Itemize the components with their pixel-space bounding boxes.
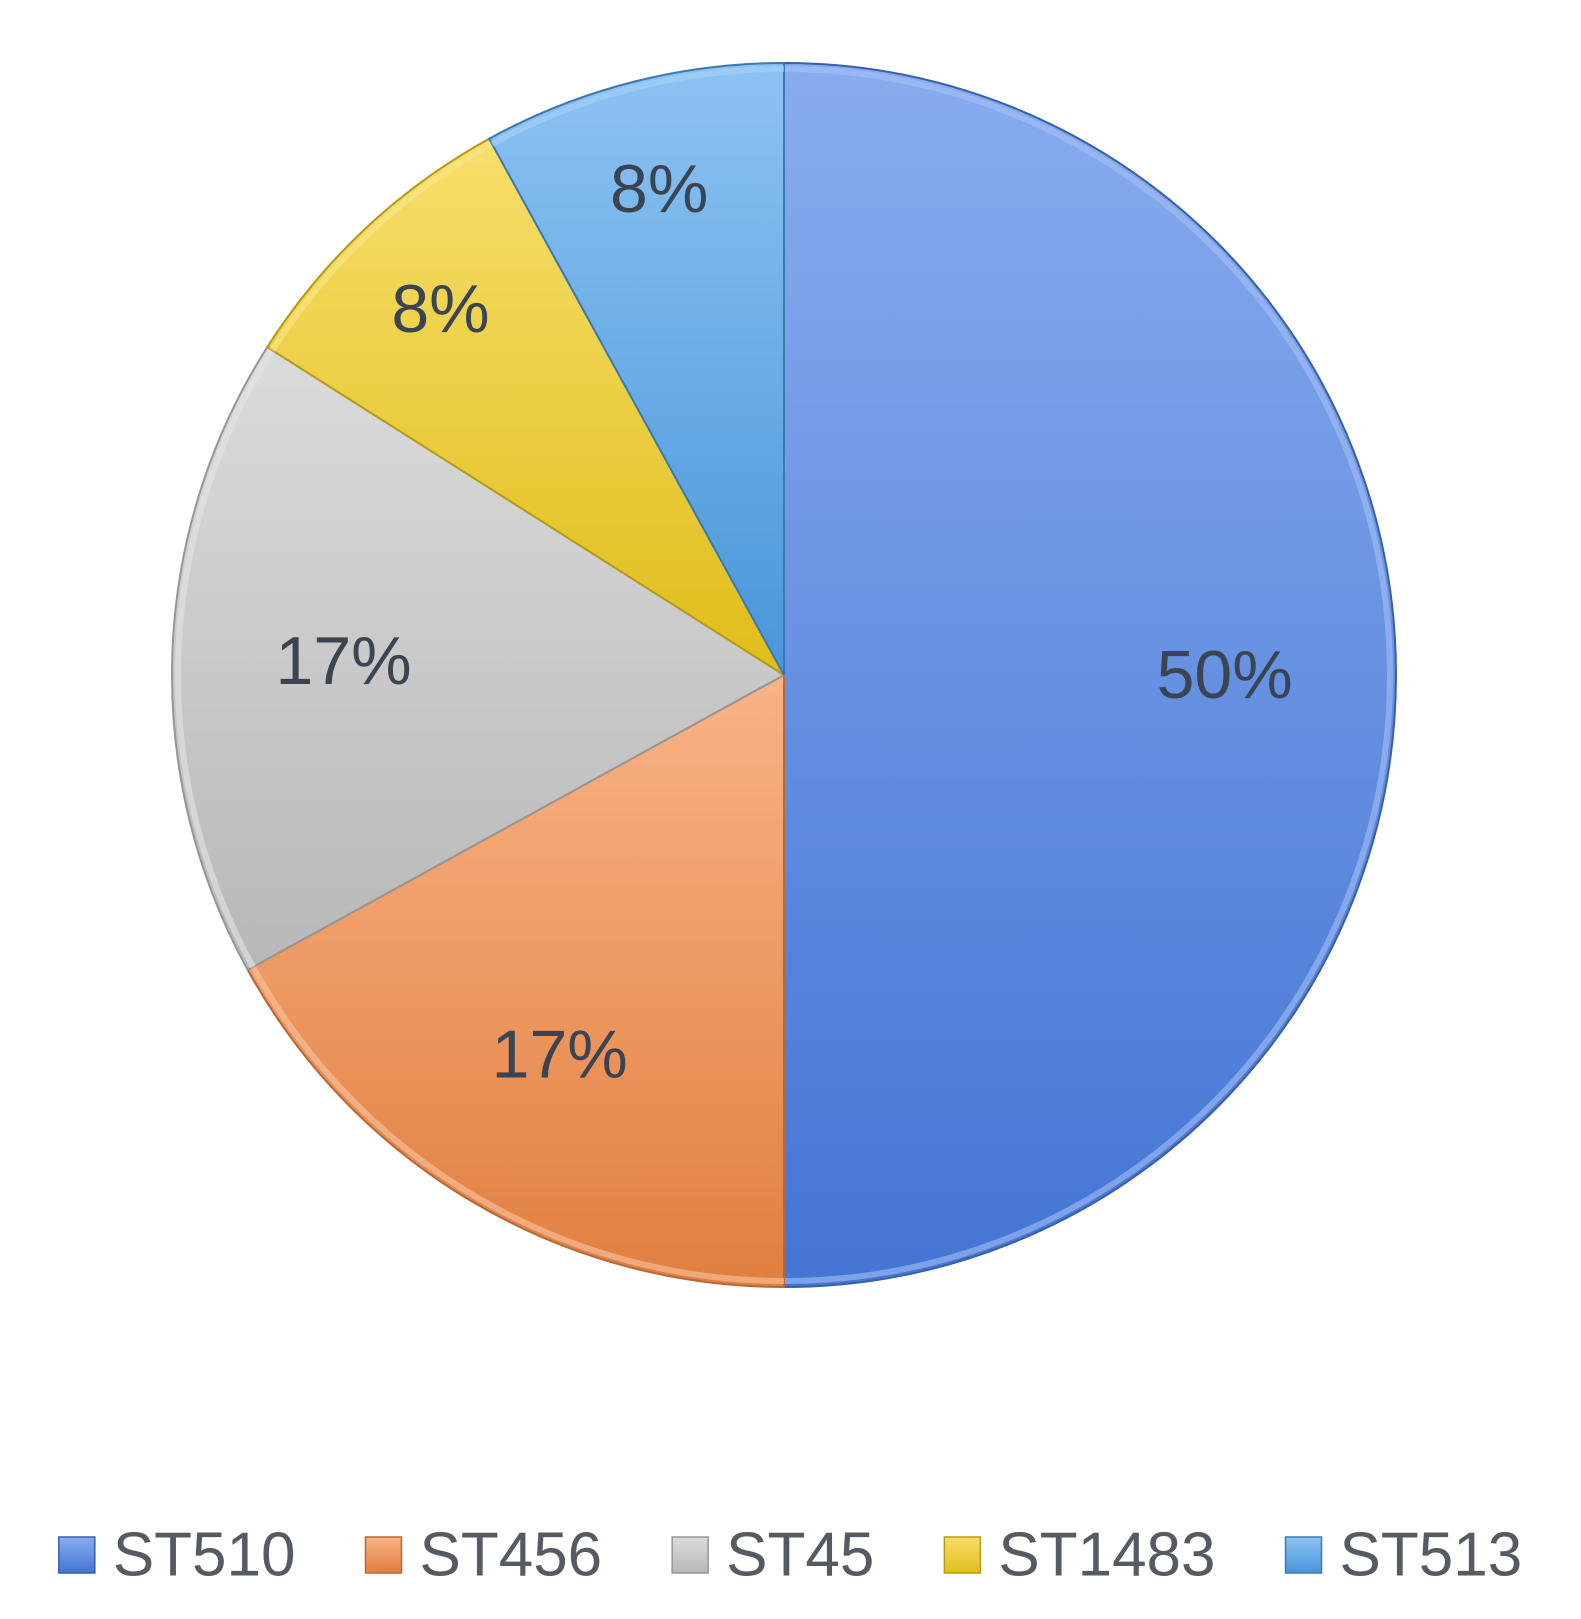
pie-slice-st456	[246, 673, 785, 1289]
slice-labels: 50% 17% 17% 8% 8%	[276, 151, 1293, 1092]
legend-item-st510: ST510	[58, 1521, 296, 1590]
pie-slice-st1483	[265, 137, 785, 676]
legend-swatch	[58, 1536, 96, 1574]
legend-item-st456: ST456	[364, 1521, 602, 1590]
pie-slices	[171, 61, 1397, 1289]
pie-slice-highlight	[269, 141, 494, 352]
legend-label: ST510	[113, 1521, 296, 1590]
legend-swatch	[364, 1536, 403, 1574]
slice-label-st45: 17%	[276, 623, 412, 699]
legend-item-st513: ST513	[1284, 1521, 1523, 1590]
legend-item-st45: ST45	[671, 1521, 874, 1590]
legend-label: ST1483	[998, 1521, 1215, 1590]
pie-slice-highlight	[175, 348, 275, 969]
pie-slice-st510	[783, 61, 1397, 1289]
slice-label-st456: 17%	[492, 1016, 628, 1092]
legend-label: ST45	[726, 1521, 874, 1590]
pie-slice-highlight	[250, 965, 785, 1284]
slice-label-st513: 8%	[610, 151, 708, 227]
pie-slice-st45	[171, 345, 786, 972]
legend-swatch	[671, 1536, 709, 1574]
legend-swatch	[1284, 1536, 1323, 1574]
pie-slice-highlight	[783, 66, 1393, 1284]
slice-label-st1483: 8%	[391, 271, 489, 347]
pie-slice-highlight	[490, 66, 785, 147]
legend: ST510 ST456 ST45 ST1483 ST513	[58, 1521, 1523, 1590]
legend-label: ST456	[419, 1521, 602, 1590]
legend-label: ST513	[1340, 1521, 1523, 1590]
legend-item-st1483: ST1483	[943, 1521, 1216, 1590]
slice-label-st510: 50%	[1157, 637, 1293, 713]
legend-swatch	[943, 1536, 982, 1574]
pie-slice-st513	[487, 61, 785, 676]
